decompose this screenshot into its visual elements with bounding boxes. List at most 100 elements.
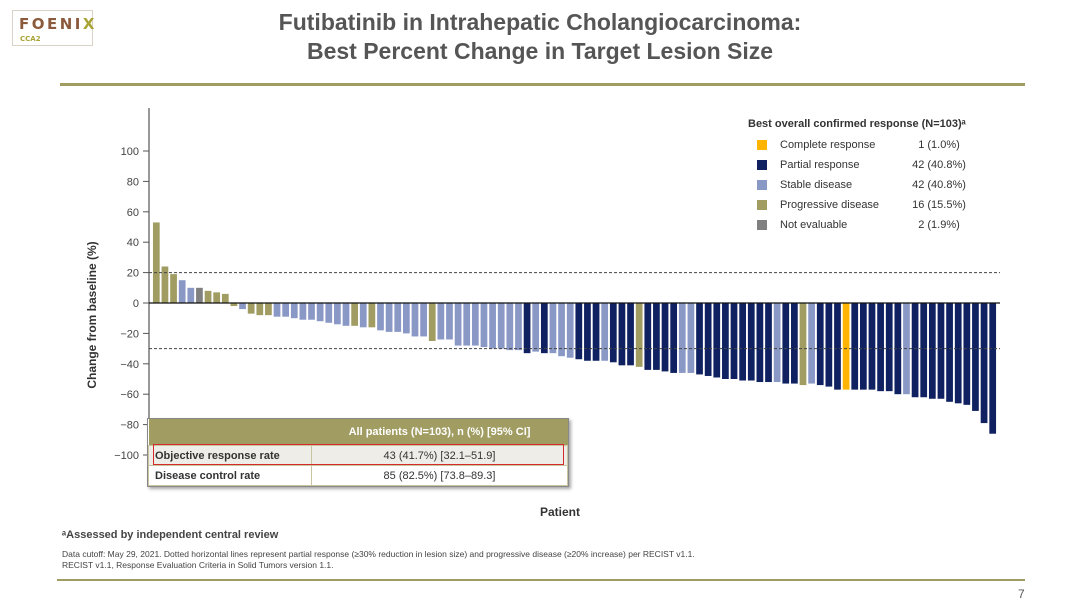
legend-label: Not evaluable xyxy=(780,219,848,231)
bar-pr xyxy=(825,303,833,387)
bar-pd xyxy=(230,303,238,307)
slide-title: Futibatinib in Intrahepatic Cholangiocar… xyxy=(150,8,930,66)
bar-pd xyxy=(152,222,160,303)
bar-pr xyxy=(592,303,600,361)
bar-pd xyxy=(799,303,807,386)
bar-sd xyxy=(808,303,815,384)
footnote-details: Data cutoff: May 29, 2021. Dotted horizo… xyxy=(62,549,695,571)
bar-pr xyxy=(877,303,884,392)
legend-value: 16 (15.5%) xyxy=(912,199,966,211)
bar-sd xyxy=(549,303,557,354)
bar-pr xyxy=(730,303,738,379)
bar-pr xyxy=(989,303,997,434)
legend-swatch xyxy=(757,160,767,170)
legend-value: 42 (40.8%) xyxy=(912,159,966,171)
bar-pr xyxy=(972,303,979,411)
bar-pr xyxy=(851,303,859,390)
bar-pr xyxy=(704,303,712,376)
bar-pr xyxy=(816,303,824,386)
y-tick-label: −80 xyxy=(120,420,139,432)
bar-pr xyxy=(859,303,867,390)
footnote-line1: Data cutoff: May 29, 2021. Dotted horizo… xyxy=(62,549,695,559)
page-number: 7 xyxy=(1018,587,1025,601)
bar-ne xyxy=(196,287,203,303)
bar-pr xyxy=(523,303,531,354)
bar-pr xyxy=(584,303,591,361)
bar-pr xyxy=(791,303,798,384)
y-axis-label: Change from baseline (%) xyxy=(85,241,99,389)
bar-pr xyxy=(782,303,790,384)
legend-label: Stable disease xyxy=(780,179,853,191)
bar-pd xyxy=(161,266,169,303)
legend-item-cr: Complete response 1 (1.0%) xyxy=(748,135,978,155)
bar-sd xyxy=(532,303,540,352)
bar-pd xyxy=(256,303,264,316)
footer-divider xyxy=(57,579,1025,581)
bar-pr xyxy=(756,303,764,383)
x-axis-label: Patient xyxy=(540,505,581,519)
bar-sd xyxy=(420,303,427,337)
y-tick-label: −60 xyxy=(120,389,139,401)
bar-sd xyxy=(394,303,402,332)
footnote-line2: RECIST v1.1, Response Evaluation Criteri… xyxy=(62,560,334,570)
y-tick-label: −40 xyxy=(120,359,139,371)
bar-pd xyxy=(247,303,255,314)
table-row-dcr: Disease control rate 85 (82.5%) [73.8–89… xyxy=(148,465,568,486)
bar-sd xyxy=(454,303,462,346)
summary-table: All patients (N=103), n (%) [95% CI] Obj… xyxy=(147,418,569,487)
bar-pr xyxy=(937,303,945,399)
y-tick-label: 80 xyxy=(127,176,139,188)
table-header-empty xyxy=(148,419,312,446)
y-tick-label: 40 xyxy=(127,237,139,249)
bar-sd xyxy=(558,303,565,357)
row-label: Disease control rate xyxy=(148,465,312,486)
legend-value: 2 (1.9%) xyxy=(918,219,960,231)
bar-sd xyxy=(282,303,290,317)
bar-pr xyxy=(618,303,626,366)
bar-sd xyxy=(506,303,514,351)
bar-pr xyxy=(885,303,893,392)
y-axis: 100 80 60 40 20 0 −20 −40 −60 −80 −100 xyxy=(114,108,150,485)
bar-sd xyxy=(316,303,324,322)
bar-sd xyxy=(566,303,574,358)
bar-pr xyxy=(739,303,747,381)
bar-pr xyxy=(696,303,703,375)
bar-sd xyxy=(359,303,367,328)
row-value: 85 (82.5%) [73.8–89.3] xyxy=(311,465,568,486)
foenix-logo: FOENIX CCA2 xyxy=(12,10,94,46)
bar-pd xyxy=(351,303,358,326)
bar-sd xyxy=(437,303,445,340)
legend-item-pd: Progressive disease 16 (15.5%) xyxy=(748,195,978,215)
slide-title-line1: Futibatinib in Intrahepatic Cholangiocar… xyxy=(278,9,802,35)
bar-sd xyxy=(178,280,186,303)
bar-pd xyxy=(265,303,272,316)
table-header: All patients (N=103), n (%) [95% CI] xyxy=(311,419,568,446)
bars xyxy=(152,222,997,434)
legend-value: 1 (1.0%) xyxy=(918,139,960,151)
slide-title-line2: Best Percent Change in Target Lesion Siz… xyxy=(306,38,774,64)
logo-subtitle: CCA2 xyxy=(20,35,41,43)
table-row-orr: Objective response rate 43 (41.7%) [32.1… xyxy=(148,445,568,466)
bar-sd xyxy=(463,303,471,346)
legend-swatch xyxy=(757,220,767,230)
legend-title: Best overall confirmed response (N=103)ᵃ xyxy=(748,118,966,130)
bar-pd xyxy=(213,292,221,303)
y-tick-label: 20 xyxy=(127,268,139,280)
bar-cr xyxy=(842,303,850,390)
bar-sd xyxy=(290,303,298,319)
legend-item-pr: Partial response 42 (40.8%) xyxy=(748,155,978,175)
bar-sd xyxy=(334,303,341,325)
bar-pd xyxy=(221,293,229,303)
legend-swatch xyxy=(757,180,767,190)
legend-label: Partial response xyxy=(780,159,860,171)
bar-pr xyxy=(928,303,936,399)
legend-label: Progressive disease xyxy=(780,199,880,211)
bar-pr xyxy=(911,303,919,398)
bar-pr xyxy=(954,303,962,404)
legend-value: 42 (40.8%) xyxy=(912,179,966,191)
bar-sd xyxy=(342,303,350,326)
bar-sd xyxy=(273,303,281,317)
bar-pd xyxy=(170,274,177,303)
bar-pr xyxy=(713,303,721,378)
bar-pr xyxy=(575,303,583,360)
